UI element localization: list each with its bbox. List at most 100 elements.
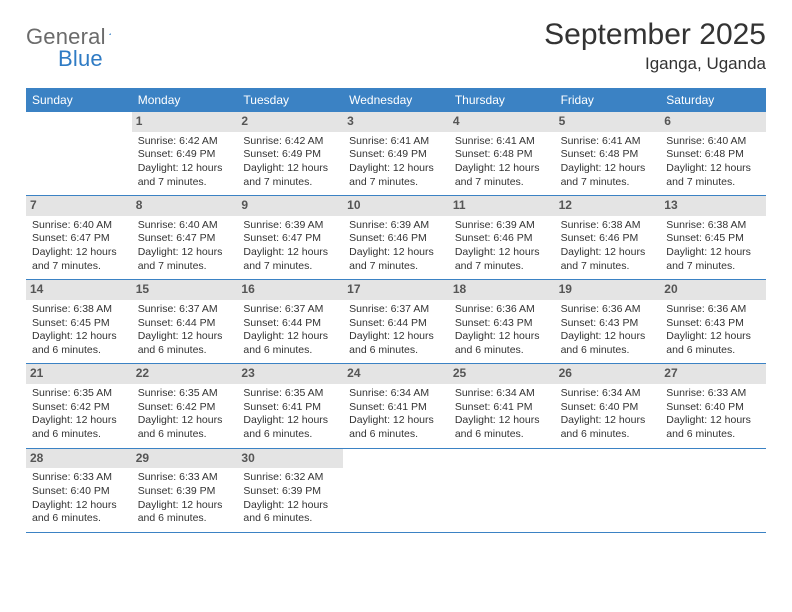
sunset-line: Sunset: 6:43 PM bbox=[561, 317, 657, 331]
day-number: 25 bbox=[449, 364, 555, 384]
day-cell: 24Sunrise: 6:34 AMSunset: 6:41 PMDayligh… bbox=[343, 364, 449, 447]
sunrise-line: Sunrise: 6:38 AM bbox=[32, 303, 128, 317]
daylight-line: Daylight: 12 hours and 7 minutes. bbox=[349, 246, 445, 273]
brand-logo: General Blue bbox=[26, 18, 129, 50]
day-cell: 6Sunrise: 6:40 AMSunset: 6:48 PMDaylight… bbox=[660, 112, 766, 195]
day-number: 29 bbox=[132, 449, 238, 469]
day-cell: 26 Sunrise: 6:34 AMSunset: 6:40 PMDayligh… bbox=[555, 364, 661, 447]
weekday-header: Saturday bbox=[660, 89, 766, 112]
sunset-line: Sunset: 6:48 PM bbox=[455, 148, 551, 162]
day-details: Sunrise: 6:40 AMSunset: 6:47 PMDaylight:… bbox=[136, 219, 234, 274]
sunset-line: Sunset: 6:42 PM bbox=[32, 401, 128, 415]
day-details: Sunrise: 6:35 AMSunset: 6:42 PMDaylight:… bbox=[30, 387, 128, 442]
sunrise-line: Sunrise: 6:40 AM bbox=[138, 219, 234, 233]
day-details: Sunrise: 6:41 AMSunset: 6:48 PMDaylight:… bbox=[559, 135, 657, 190]
location: Iganga, Uganda bbox=[544, 54, 766, 74]
sunrise-line: Sunrise: 6:33 AM bbox=[666, 387, 762, 401]
day-cell: 4 Sunrise: 6:41 AMSunset: 6:48 PMDaylight… bbox=[449, 112, 555, 195]
day-number: 14 bbox=[26, 280, 132, 300]
week-row: 21Sunrise: 6:35 AMSunset: 6:42 PMDayligh… bbox=[26, 364, 766, 448]
day-number: 23 bbox=[237, 364, 343, 384]
day-details: Sunrise: 6:35 AMSunset: 6:41 PMDaylight:… bbox=[241, 387, 339, 442]
weekday-header: Monday bbox=[132, 89, 238, 112]
day-cell: 3Sunrise: 6:41 AMSunset: 6:49 PMDaylight… bbox=[343, 112, 449, 195]
sunset-line: Sunset: 6:43 PM bbox=[455, 317, 551, 331]
sunrise-line: Sunrise: 6:41 AM bbox=[349, 135, 445, 149]
daylight-line: Daylight: 12 hours and 6 minutes. bbox=[561, 330, 657, 357]
day-number: 22 bbox=[132, 364, 238, 384]
daylight-line: Daylight: 12 hours and 6 minutes. bbox=[455, 330, 551, 357]
daylight-line: Daylight: 12 hours and 7 minutes. bbox=[243, 162, 339, 189]
day-number: 3 bbox=[343, 112, 449, 132]
weekday-header: Thursday bbox=[449, 89, 555, 112]
daylight-line: Daylight: 12 hours and 6 minutes. bbox=[32, 499, 128, 526]
day-details: Sunrise: 6:34 AMSunset: 6:40 PMDaylight:… bbox=[559, 387, 657, 442]
empty-day bbox=[555, 449, 661, 469]
sunrise-line: Sunrise: 6:33 AM bbox=[32, 471, 128, 485]
empty-day bbox=[449, 449, 555, 469]
sunrise-line: Sunrise: 6:35 AM bbox=[32, 387, 128, 401]
sunrise-line: Sunrise: 6:40 AM bbox=[666, 135, 762, 149]
title-block: September 2025 Iganga, Uganda bbox=[544, 18, 766, 74]
weekday-header: Sunday bbox=[26, 89, 132, 112]
empty-day bbox=[343, 449, 449, 469]
day-cell bbox=[555, 449, 661, 532]
sunrise-line: Sunrise: 6:41 AM bbox=[561, 135, 657, 149]
day-number: 1 bbox=[132, 112, 238, 132]
sunrise-line: Sunrise: 6:36 AM bbox=[561, 303, 657, 317]
month-title: September 2025 bbox=[544, 18, 766, 52]
sunrise-line: Sunrise: 6:34 AM bbox=[561, 387, 657, 401]
sunrise-line: Sunrise: 6:35 AM bbox=[138, 387, 234, 401]
day-details: Sunrise: 6:32 AMSunset: 6:39 PMDaylight:… bbox=[241, 471, 339, 526]
daylight-line: Daylight: 12 hours and 7 minutes. bbox=[138, 246, 234, 273]
day-details: Sunrise: 6:36 AMSunset: 6:43 PMDaylight:… bbox=[664, 303, 762, 358]
day-number: 15 bbox=[132, 280, 238, 300]
daylight-line: Daylight: 12 hours and 6 minutes. bbox=[666, 330, 762, 357]
sunrise-line: Sunrise: 6:36 AM bbox=[666, 303, 762, 317]
day-number: 9 bbox=[237, 196, 343, 216]
sunset-line: Sunset: 6:45 PM bbox=[32, 317, 128, 331]
daylight-line: Daylight: 12 hours and 6 minutes. bbox=[561, 414, 657, 441]
week-row: 14Sunrise: 6:38 AMSunset: 6:45 PMDayligh… bbox=[26, 280, 766, 364]
sunset-line: Sunset: 6:46 PM bbox=[455, 232, 551, 246]
daylight-line: Daylight: 12 hours and 6 minutes. bbox=[349, 414, 445, 441]
daylight-line: Daylight: 12 hours and 6 minutes. bbox=[138, 330, 234, 357]
sunset-line: Sunset: 6:47 PM bbox=[138, 232, 234, 246]
sunrise-line: Sunrise: 6:33 AM bbox=[138, 471, 234, 485]
day-number: 6 bbox=[660, 112, 766, 132]
day-cell: 14 Sunrise: 6:38 AMSunset: 6:45 PMDayligh… bbox=[26, 280, 132, 363]
day-cell: 25Sunrise: 6:34 AMSunset: 6:41 PMDayligh… bbox=[449, 364, 555, 447]
sunrise-line: Sunrise: 6:39 AM bbox=[349, 219, 445, 233]
sunset-line: Sunset: 6:39 PM bbox=[243, 485, 339, 499]
day-number: 10 bbox=[343, 196, 449, 216]
daylight-line: Daylight: 12 hours and 6 minutes. bbox=[243, 330, 339, 357]
day-number: 19 bbox=[555, 280, 661, 300]
sunset-line: Sunset: 6:44 PM bbox=[138, 317, 234, 331]
day-details: Sunrise: 6:39 AMSunset: 6:46 PMDaylight:… bbox=[453, 219, 551, 274]
daylight-line: Daylight: 12 hours and 6 minutes. bbox=[32, 414, 128, 441]
day-number: 26 bbox=[555, 364, 661, 384]
sunset-line: Sunset: 6:44 PM bbox=[243, 317, 339, 331]
day-details: Sunrise: 6:36 AMSunset: 6:43 PMDaylight:… bbox=[559, 303, 657, 358]
sunset-line: Sunset: 6:49 PM bbox=[349, 148, 445, 162]
sunset-line: Sunset: 6:40 PM bbox=[561, 401, 657, 415]
daylight-line: Daylight: 12 hours and 7 minutes. bbox=[455, 162, 551, 189]
day-number: 18 bbox=[449, 280, 555, 300]
day-cell: 10Sunrise: 6:39 AMSunset: 6:46 PMDayligh… bbox=[343, 196, 449, 279]
daylight-line: Daylight: 12 hours and 6 minutes. bbox=[32, 330, 128, 357]
day-details: Sunrise: 6:41 AMSunset: 6:48 PMDaylight:… bbox=[453, 135, 551, 190]
daylight-line: Daylight: 12 hours and 7 minutes. bbox=[32, 246, 128, 273]
day-details: Sunrise: 6:42 AMSunset: 6:49 PMDaylight:… bbox=[241, 135, 339, 190]
calendar-page: General Blue September 2025 Iganga, Ugan… bbox=[0, 0, 792, 553]
sunset-line: Sunset: 6:45 PM bbox=[666, 232, 762, 246]
sunrise-line: Sunrise: 6:32 AM bbox=[243, 471, 339, 485]
day-number: 4 bbox=[449, 112, 555, 132]
sunrise-line: Sunrise: 6:42 AM bbox=[243, 135, 339, 149]
sunset-line: Sunset: 6:41 PM bbox=[349, 401, 445, 415]
sunset-line: Sunset: 6:42 PM bbox=[138, 401, 234, 415]
daylight-line: Daylight: 12 hours and 7 minutes. bbox=[561, 246, 657, 273]
day-cell: 7Sunrise: 6:40 AMSunset: 6:47 PMDaylight… bbox=[26, 196, 132, 279]
sunrise-line: Sunrise: 6:39 AM bbox=[243, 219, 339, 233]
day-details: Sunrise: 6:40 AMSunset: 6:47 PMDaylight:… bbox=[30, 219, 128, 274]
day-cell bbox=[660, 449, 766, 532]
